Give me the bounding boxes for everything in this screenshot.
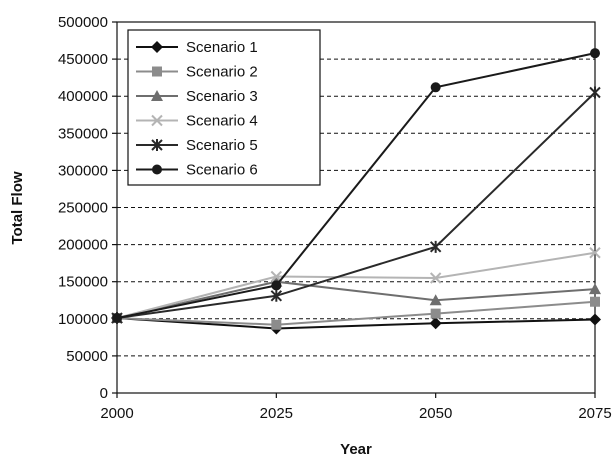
data-point [590,48,600,59]
series-line [116,251,596,320]
data-point [589,313,601,326]
y-tick-label: 450000 [58,51,108,68]
series-6 [112,48,600,324]
series-lines [111,48,601,335]
y-tick-label: 500000 [58,14,108,31]
data-point [429,240,442,253]
data-point [429,317,442,330]
data-point [271,280,282,291]
y-tick-label: 400000 [58,88,108,105]
x-tick-label: 2075 [578,405,611,422]
legend-item: Scenario 2 [136,64,258,81]
data-point [271,319,282,330]
series-line [116,300,596,326]
y-tick-label: 0 [100,385,108,402]
legend-label: Scenario 1 [186,39,258,56]
legend-marker [151,90,163,101]
series-line [116,91,596,320]
legend-marker [151,139,163,151]
data-point [589,283,601,295]
series-line [116,317,596,330]
y-tick-label: 50000 [66,348,108,365]
series-3 [111,275,601,324]
legend-marker [152,66,162,77]
x-tick-label: 2000 [100,405,133,422]
data-point [429,272,442,284]
y-axis-title: Total Flow [9,171,26,244]
data-point [589,247,601,259]
x-tick-label: 2025 [260,405,293,422]
legend-label: Scenario 2 [186,64,258,81]
x-axis-title: Year [340,441,372,458]
legend-item: Scenario 5 [136,137,258,154]
data-point [112,313,122,324]
data-point [429,294,442,306]
legend-label: Scenario 6 [186,162,258,179]
y-axis-ticks: 0 50000 100000 150000 200000 250000 300000 3500… [58,14,117,402]
legend-item: Scenario 4 [136,113,258,130]
legend-marker [151,41,163,53]
data-point [430,308,441,319]
series-line [116,52,596,320]
y-tick-label: 200000 [58,237,108,254]
legend-label: Scenario 4 [186,113,258,130]
y-tick-label: 300000 [58,162,108,179]
data-point [430,82,441,93]
data-point [270,289,283,302]
legend-marker [152,164,162,175]
series-line [116,280,596,320]
series-1 [111,312,601,335]
legend-label: Scenario 3 [186,88,258,105]
legend-item: Scenario 3 [136,88,258,105]
y-tick-label: 350000 [58,125,108,142]
legend-box [127,29,321,186]
legend: Scenario 1 Scenario 2 Scenario 3 Scenario 4… [127,29,321,186]
legend-label: Scenario 5 [186,137,258,154]
y-tick-label: 250000 [58,200,108,217]
data-point [590,296,600,307]
series-4 [111,247,601,324]
legend-item: Scenario 6 [136,162,258,179]
y-tick-label: 100000 [58,311,108,328]
y-tick-label: 150000 [58,274,108,291]
x-tick-label: 2050 [419,405,452,422]
data-point [589,86,601,99]
legend-item: Scenario 1 [136,39,258,56]
x-axis-ticks: 2000 2025 2050 2075 [100,393,612,422]
legend-marker [151,114,163,127]
